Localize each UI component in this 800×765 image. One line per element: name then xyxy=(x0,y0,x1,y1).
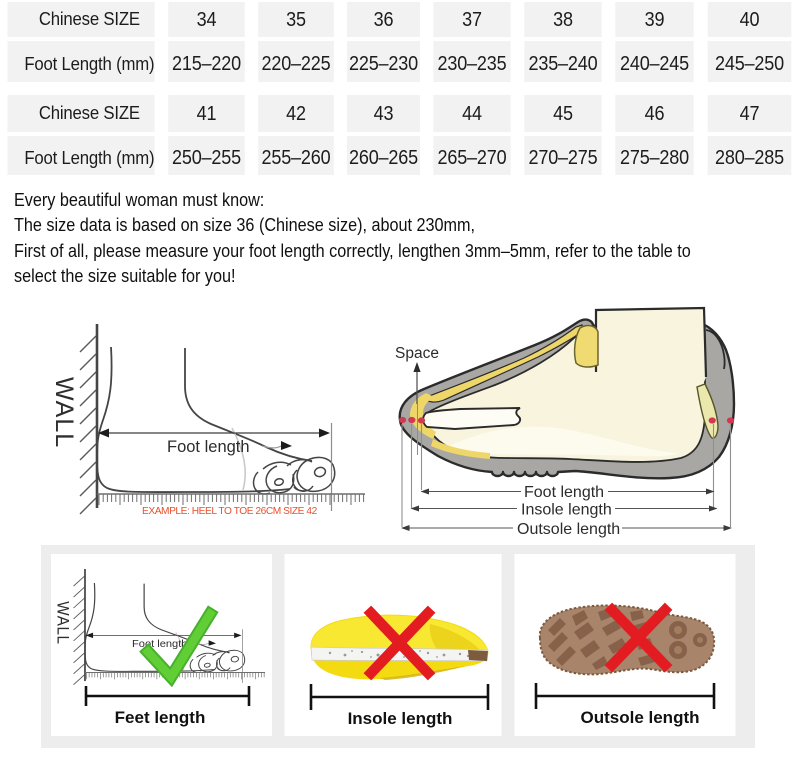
svg-text:Outsole length: Outsole length xyxy=(581,708,700,727)
svg-text:Space: Space xyxy=(395,345,439,362)
svg-text:EXAMPLE: HEEL TO TOE 26CM SIZE: EXAMPLE: HEEL TO TOE 26CM SIZE 42 xyxy=(142,506,318,517)
svg-text:Insole length: Insole length xyxy=(521,502,612,519)
svg-text:Insole length: Insole length xyxy=(348,709,453,728)
svg-text:Outsole length: Outsole length xyxy=(517,521,620,538)
svg-text:Feet length: Feet length xyxy=(115,708,206,727)
svg-text:Foot length: Foot length xyxy=(524,484,604,501)
